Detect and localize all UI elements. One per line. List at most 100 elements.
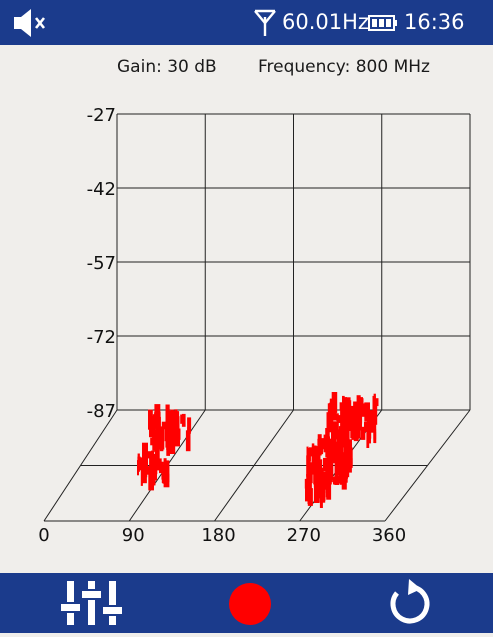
data-point	[357, 428, 361, 439]
y-tick-label: -72	[87, 327, 116, 348]
x-tick-label: 0	[38, 525, 49, 546]
data-point	[322, 478, 326, 503]
data-point	[187, 417, 192, 433]
data-point	[327, 417, 330, 444]
data-point	[353, 417, 359, 442]
x-tick-label: 90	[122, 525, 145, 546]
data-point	[336, 476, 343, 484]
data-point	[358, 397, 363, 408]
data-point	[346, 450, 350, 459]
data-point	[154, 404, 161, 429]
data-point	[368, 410, 374, 424]
reset-button[interactable]	[373, 573, 443, 633]
data-point	[361, 410, 366, 417]
signal-frequency: 60.01Hz	[282, 10, 369, 34]
data-point	[344, 438, 350, 464]
data-point	[327, 436, 330, 461]
data-point	[187, 427, 191, 434]
data-point	[159, 433, 164, 452]
data-point	[348, 411, 351, 431]
data-point	[367, 429, 371, 444]
data-point	[347, 458, 353, 465]
data-point	[373, 393, 376, 417]
data-point	[145, 466, 151, 475]
data-point	[304, 478, 307, 489]
sliders-icon	[59, 581, 124, 625]
data-point	[336, 429, 340, 443]
data-point	[150, 450, 155, 467]
data-point	[154, 429, 160, 441]
data-point	[326, 438, 332, 449]
data-point	[144, 459, 148, 478]
data-point	[374, 398, 379, 407]
data-point	[346, 430, 350, 440]
data-point	[326, 484, 332, 500]
data-point	[311, 447, 315, 470]
bottom-toolbar	[0, 573, 493, 633]
data-point	[336, 436, 342, 459]
data-point	[340, 460, 346, 485]
x-tick-label: 180	[201, 525, 235, 546]
data-point	[344, 468, 348, 478]
data-point	[334, 459, 338, 484]
plot-grid	[43, 113, 471, 522]
data-point	[154, 464, 157, 481]
data-point	[163, 458, 167, 470]
data-point	[350, 405, 356, 428]
data-point	[185, 430, 191, 452]
settings-button[interactable]	[56, 573, 126, 633]
x-tick-label: 270	[287, 525, 321, 546]
data-point	[142, 442, 148, 466]
data-point	[154, 437, 158, 452]
frequency-label: Frequency: 800 MHz	[258, 57, 430, 77]
x-tick-label: 360	[372, 525, 406, 546]
status-bar: 60.01Hz 16:36	[0, 0, 493, 45]
data-point	[373, 431, 377, 444]
data-point	[332, 441, 337, 464]
data-point	[309, 462, 313, 484]
data-point	[165, 404, 170, 430]
data-point	[331, 405, 337, 421]
data-point	[154, 448, 160, 468]
y-tick-label: -57	[87, 253, 116, 274]
data-point	[323, 434, 329, 453]
y-tick-label: -27	[87, 105, 116, 126]
data-point	[141, 465, 147, 484]
y-tick-label: -87	[87, 401, 116, 422]
data-point	[309, 447, 313, 457]
y-tick-label: -42	[87, 179, 116, 200]
data-point	[339, 402, 343, 411]
data-point	[150, 437, 153, 446]
data-point	[306, 474, 312, 496]
refresh-icon	[390, 579, 430, 624]
data-point	[168, 416, 173, 441]
data-point	[323, 457, 329, 472]
data-point	[364, 422, 370, 431]
data-point	[341, 416, 346, 425]
data-point	[346, 397, 351, 415]
plot-data	[137, 392, 379, 508]
data-point	[320, 474, 323, 495]
data-point	[344, 402, 347, 421]
data-point	[170, 409, 174, 422]
data-point	[320, 438, 327, 450]
data-point	[360, 426, 366, 440]
data-point	[318, 448, 324, 455]
data-point	[356, 420, 362, 431]
clock: 16:36	[404, 10, 465, 34]
data-point	[313, 481, 320, 503]
speaker-muted-icon[interactable]	[12, 8, 52, 38]
data-point	[154, 412, 157, 420]
data-point	[174, 409, 178, 430]
record-button[interactable]	[215, 573, 285, 633]
plot-labels: -27 -42 -57 -72 -87 0 90 180 270 360	[38, 105, 406, 546]
data-point	[306, 452, 311, 462]
data-point	[169, 435, 176, 454]
data-point	[328, 471, 333, 483]
data-point	[180, 414, 183, 424]
data-point	[305, 488, 310, 502]
data-point	[137, 456, 141, 465]
data-point	[336, 450, 343, 476]
data-point	[152, 426, 156, 451]
spectrum-3d-plot: -27 -42 -57 -72 -87 0 90 180 270 360	[38, 105, 471, 546]
